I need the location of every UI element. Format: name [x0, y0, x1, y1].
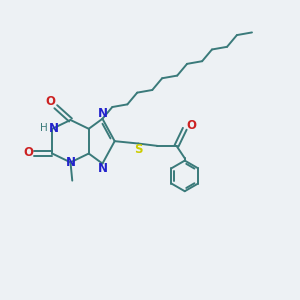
Text: N: N: [66, 157, 76, 169]
Text: O: O: [46, 95, 56, 108]
Text: N: N: [98, 107, 107, 120]
Text: N: N: [48, 122, 59, 135]
Text: S: S: [135, 143, 143, 156]
Text: H: H: [40, 123, 47, 133]
Text: O: O: [23, 146, 33, 159]
Text: N: N: [98, 162, 107, 176]
Text: O: O: [186, 119, 196, 132]
